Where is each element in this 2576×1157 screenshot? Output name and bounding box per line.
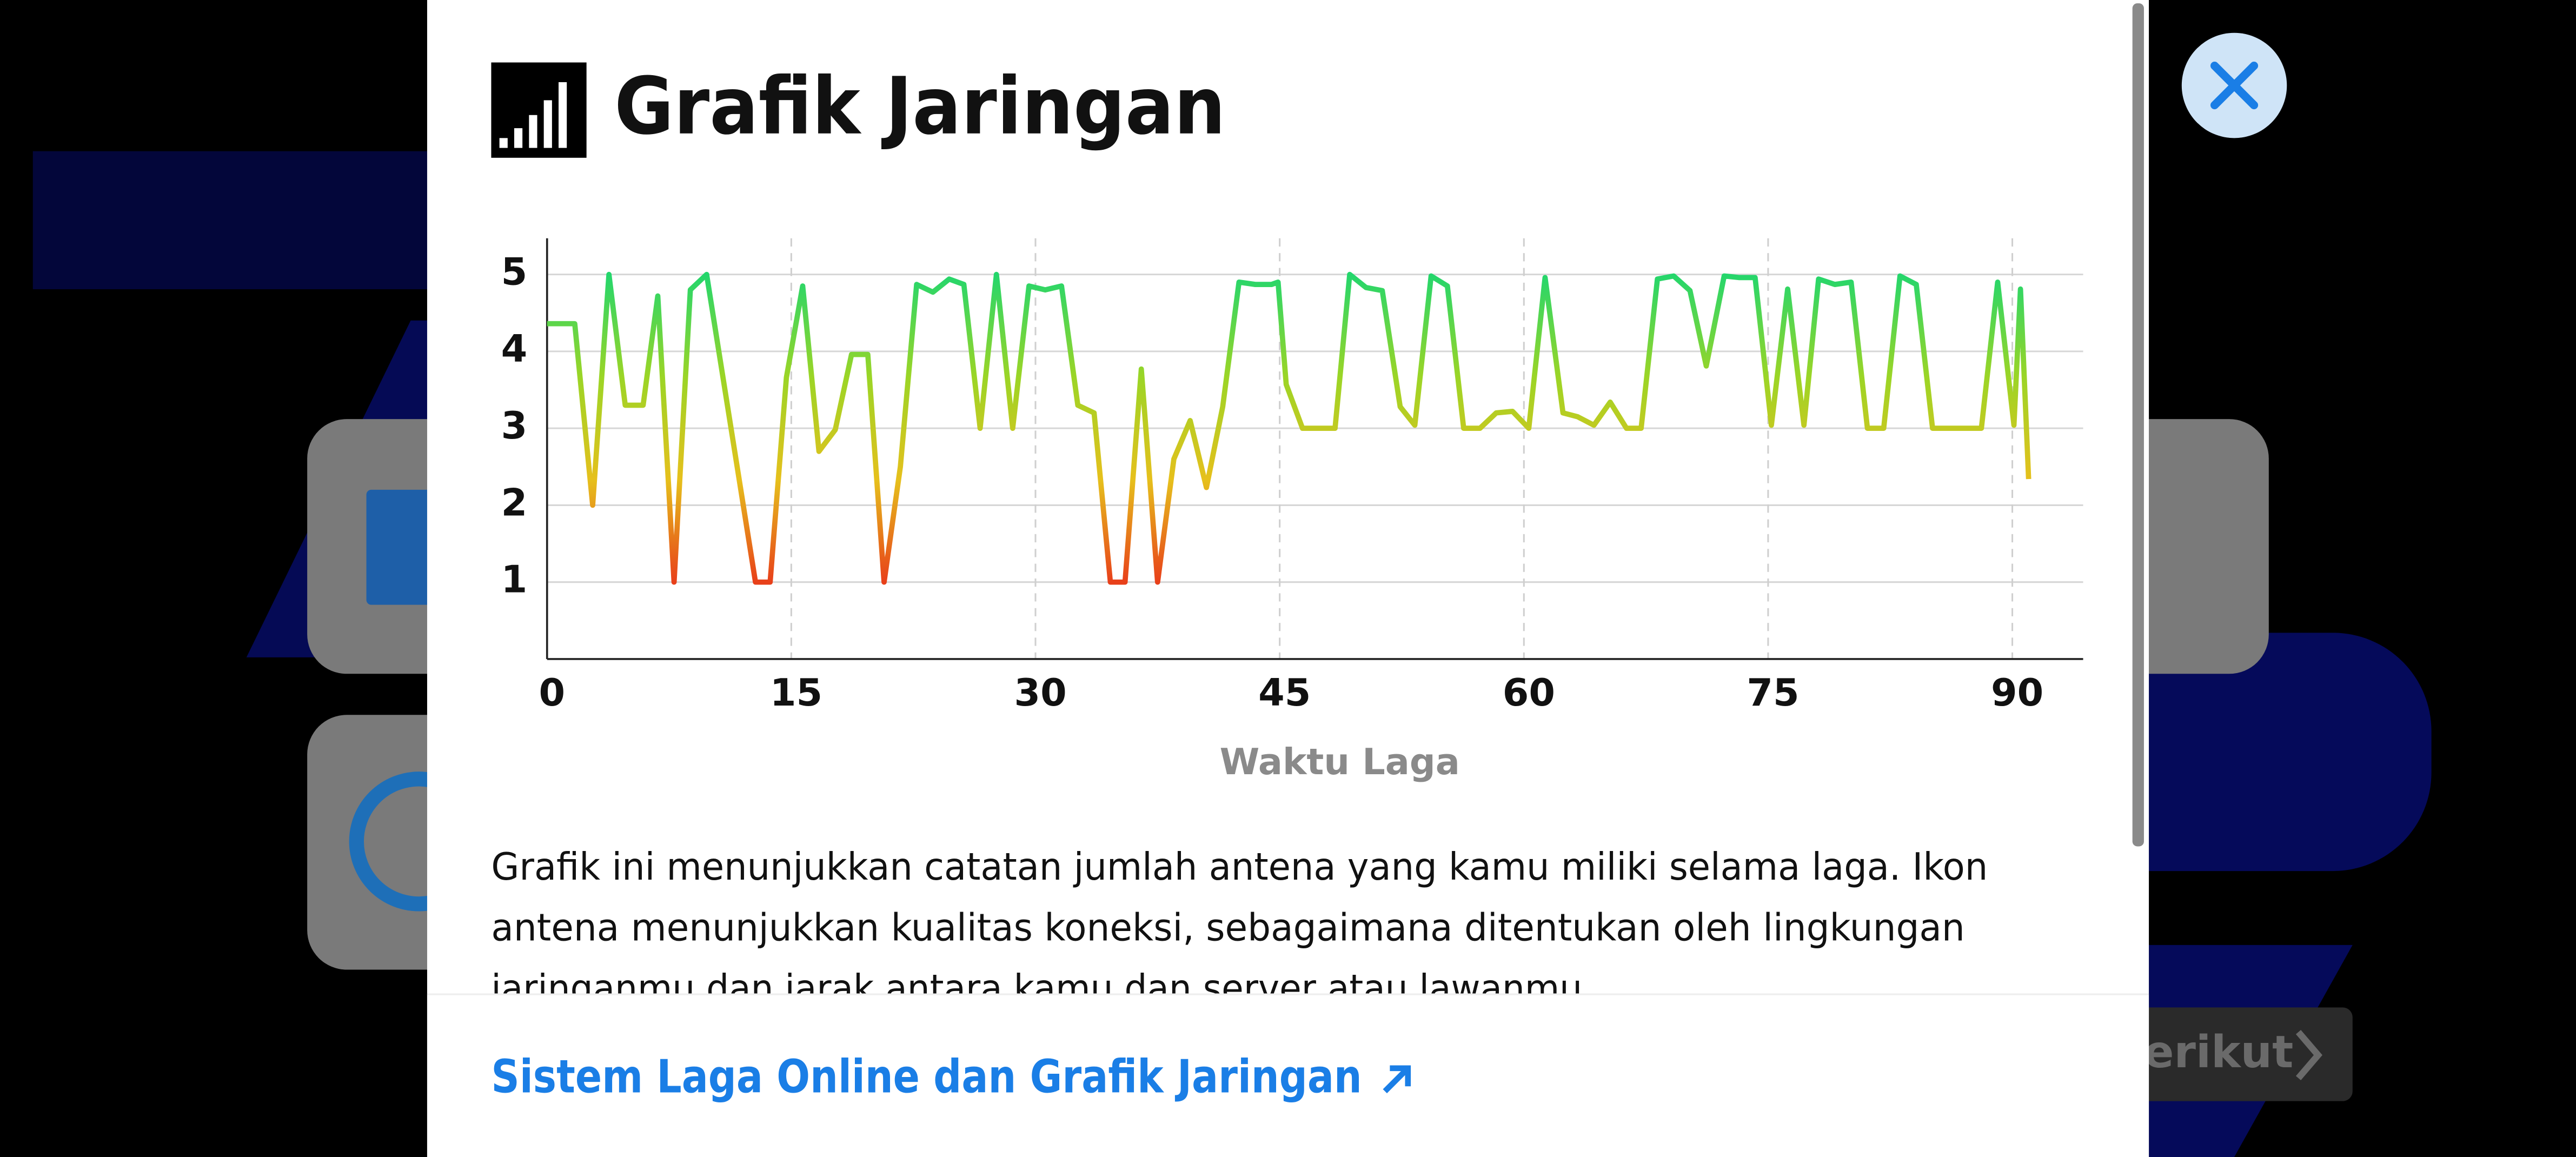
x-tick-label: 0 (539, 671, 566, 715)
x-axis-title: Waktu Laga (1220, 741, 1460, 783)
scrollbar[interactable] (2132, 3, 2144, 847)
description: Grafik ini menunjukkan catatan jumlah an… (490, 845, 1988, 1010)
bg-shape (2135, 633, 2432, 872)
chevron (2295, 1030, 2322, 1081)
close-icon (2210, 61, 2259, 110)
dialog-title: Grafik Jaringan (614, 61, 1225, 152)
description-line: antena menunjukkan kualitas koneksi, seb… (491, 906, 1964, 950)
x-tick-label: 75 (1747, 671, 1799, 715)
y-tick-label: 4 (501, 327, 528, 371)
next-button[interactable] (2119, 1007, 2353, 1101)
footer (427, 994, 2149, 1157)
next-button-label: erikut (2144, 1027, 2293, 1078)
x-tick-label: 45 (1258, 671, 1311, 715)
y-tick-label: 2 (501, 481, 528, 524)
help-link[interactable]: Sistem Laga Online dan Grafik Jaringan (491, 1050, 1362, 1104)
x-tick-label: 15 (770, 671, 822, 715)
external-link-icon (1383, 1065, 1411, 1094)
signal-bars (499, 82, 567, 148)
x-tick-label: 30 (1014, 671, 1067, 715)
dialog (427, 0, 2149, 1157)
network-line (547, 271, 2031, 585)
x-tick-label: 60 (1503, 671, 1555, 715)
y-tick-label: 1 (501, 558, 528, 602)
description-line: jaringanmu dan jarak antara kamu dan ser… (490, 967, 1594, 1010)
y-tick-label: 5 (501, 250, 528, 294)
x-tick-label: 90 (1991, 671, 2043, 715)
bg-stripe (32, 151, 460, 289)
description-line: Grafik ini menunjukkan catatan jumlah an… (491, 845, 1988, 889)
y-tick-label: 3 (501, 404, 528, 448)
